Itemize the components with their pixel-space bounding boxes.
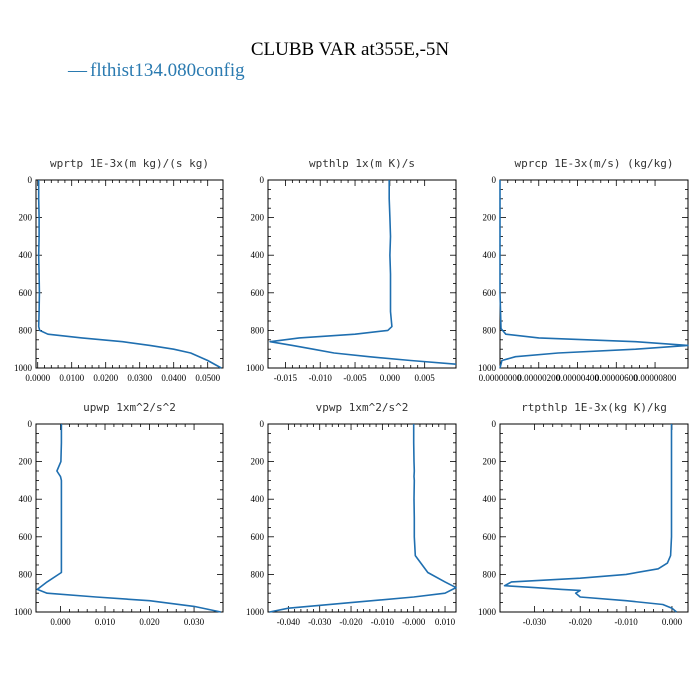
y-tick-label: 800: [19, 569, 33, 579]
y-tick-label: 1000: [478, 363, 497, 373]
y-tick-label: 200: [251, 213, 265, 223]
series-line: [503, 424, 678, 613]
series-line: [37, 180, 222, 369]
x-tick-label: 0.020: [139, 617, 160, 627]
panel-title: wprcp 1E-3x(m/s) (kg/kg): [515, 157, 674, 170]
plot-frame: [267, 179, 457, 369]
y-tick-label: 1000: [246, 363, 265, 373]
y-tick-label: 400: [251, 250, 265, 260]
x-tick-label: 0.00000600: [595, 373, 638, 383]
y-tick-label: 600: [251, 288, 265, 298]
y-tick-label: 600: [19, 288, 33, 298]
x-tick-label: 0.0400: [161, 373, 186, 383]
x-tick-label: -0.020: [569, 617, 593, 627]
x-tick-label: 0.00000400: [556, 373, 599, 383]
y-tick-label: 800: [251, 325, 265, 335]
y-tick-label: 200: [483, 213, 497, 223]
y-tick-label: 800: [19, 325, 33, 335]
y-tick-label: 600: [483, 288, 497, 298]
x-tick-label: 0.0300: [127, 373, 152, 383]
series-line: [499, 180, 689, 369]
y-tick-label: 200: [483, 457, 497, 467]
panel-1: wprtp 1E-3x(m kg)/(s kg) 0 200 400 600 800 100…: [14, 157, 224, 383]
y-tick-label: 600: [251, 532, 265, 542]
y-tick-label: 600: [19, 532, 33, 542]
y-tick-label: 0: [28, 175, 33, 185]
series-line: [269, 180, 457, 365]
x-tick-label: 0.0000: [25, 373, 50, 383]
legend-marker: —: [67, 60, 88, 81]
y-tick-label: 0: [260, 419, 265, 429]
y-tick-label: 1000: [14, 607, 33, 617]
panel-6: rtpthlp 1E-3x(kg K)/kg 0 200 400 600 800 1000 -…: [478, 401, 689, 627]
x-tick-label: 0.000: [50, 617, 71, 627]
series-line: [269, 424, 457, 613]
y-tick-label: 400: [19, 250, 33, 260]
y-tick-label: 0: [28, 419, 33, 429]
x-tick-label: -0.020: [339, 617, 363, 627]
panel-title: wprtp 1E-3x(m kg)/(s kg): [50, 157, 209, 170]
y-tick-label: 1000: [246, 607, 265, 617]
y-tick-label: 400: [251, 494, 265, 504]
x-tick-label: -0.005: [343, 373, 367, 383]
y-tick-label: 400: [19, 494, 33, 504]
x-tick-label: 0.010: [95, 617, 116, 627]
series-line: [36, 424, 221, 613]
panel-title: upwp 1xm^2/s^2: [83, 401, 176, 414]
y-tick-label: 800: [483, 325, 497, 335]
x-tick-label: -0.010: [371, 617, 395, 627]
x-tick-label: 0.000: [380, 373, 401, 383]
y-tick-label: 400: [483, 494, 497, 504]
figure-title: CLUBB VAR at355E,-5N: [251, 39, 450, 60]
y-tick-label: 400: [483, 250, 497, 260]
panel-2: wpthlp 1x(m K)/s 0 200 400 600 800 1000 -0.015 -…: [246, 157, 457, 383]
x-tick-label: 0.00000200: [517, 373, 560, 383]
panel-title: rtpthlp 1E-3x(kg K)/kg: [521, 401, 667, 414]
x-tick-label: 0.005: [415, 373, 436, 383]
y-tick-label: 1000: [478, 607, 497, 617]
legend-label: flthist134.080config: [90, 60, 245, 81]
x-tick-label: 0.010: [435, 617, 456, 627]
y-tick-label: 0: [492, 175, 497, 185]
x-tick-label: -0.030: [523, 617, 547, 627]
plot-frame: [267, 423, 457, 613]
y-tick-label: 800: [251, 569, 265, 579]
panel-title: vpwp 1xm^2/s^2: [316, 401, 409, 414]
y-tick-label: 600: [483, 532, 497, 542]
y-tick-label: 0: [260, 175, 265, 185]
y-tick-label: 200: [19, 213, 33, 223]
panel-5: vpwp 1xm^2/s^2 0 200 400 600 800 1000 -0.040 -0.…: [246, 401, 457, 627]
plot-frame: [499, 423, 689, 613]
plot-frame: [35, 179, 224, 369]
y-tick-label: 800: [483, 569, 497, 579]
x-tick-label: 0.000: [662, 617, 683, 627]
x-tick-label: 0.00000800: [634, 373, 677, 383]
x-tick-label: 0.00000000: [479, 373, 522, 383]
panel-title: wpthlp 1x(m K)/s: [309, 157, 415, 170]
panels-group: wprtp 1E-3x(m kg)/(s kg) 0 200 400 600 800 100…: [14, 157, 689, 627]
x-tick-label: -0.040: [277, 617, 301, 627]
y-tick-label: 0: [492, 419, 497, 429]
x-tick-label: -0.000: [402, 617, 426, 627]
x-tick-label: -0.010: [309, 373, 333, 383]
x-tick-label: -0.015: [274, 373, 298, 383]
y-tick-label: 200: [19, 457, 33, 467]
x-tick-label: 0.0500: [195, 373, 220, 383]
x-tick-label: -0.030: [308, 617, 332, 627]
plot-frame: [35, 423, 224, 613]
x-tick-label: 0.030: [184, 617, 205, 627]
y-tick-label: 1000: [14, 363, 33, 373]
panel-3: wprcp 1E-3x(m/s) (kg/kg) 0 200 400 600 800 100…: [478, 157, 689, 383]
panel-4: upwp 1xm^2/s^2 0 200 400 600 800 1000 0.000 0.01…: [14, 401, 224, 627]
y-tick-label: 200: [251, 457, 265, 467]
x-tick-label: -0.010: [614, 617, 638, 627]
x-tick-label: 0.0200: [93, 373, 118, 383]
x-tick-label: 0.0100: [59, 373, 84, 383]
